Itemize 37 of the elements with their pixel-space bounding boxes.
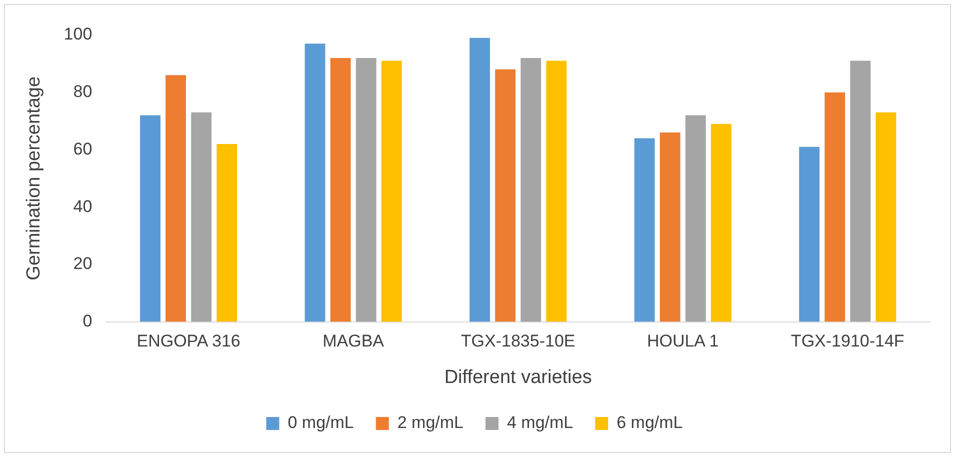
x-tick-label: TGX-1910-14F [790, 332, 904, 351]
bar [216, 144, 238, 322]
bar [634, 138, 655, 322]
legend-label: 6 mg/mL [616, 413, 683, 432]
x-tick-label: MAGBA [322, 332, 385, 351]
legend-label: 0 mg/mL [288, 413, 354, 432]
bar [191, 112, 212, 322]
bar [850, 60, 871, 322]
x-axis-title: Different varieties [444, 366, 592, 388]
bar [546, 60, 567, 322]
bar [381, 60, 402, 322]
bar [824, 92, 846, 322]
x-tick-label: TGX-1835-10E [460, 332, 576, 351]
legend-label: 2 mg/mL [397, 413, 464, 432]
y-tick-label: 20 [73, 254, 92, 274]
legend-label: 4 mg/mL [507, 413, 574, 432]
bar [710, 124, 732, 322]
bar [660, 132, 680, 322]
bar [330, 58, 351, 322]
bar [356, 58, 376, 322]
x-tick-label: ENGOPA 316 [136, 332, 240, 351]
y-tick-label: 100 [64, 24, 92, 44]
bar [304, 44, 326, 322]
x-tick-label: HOULA 1 [646, 332, 719, 351]
bar [140, 115, 160, 322]
bar [685, 115, 706, 322]
y-tick-label: 0 [82, 311, 92, 330]
bar [799, 146, 820, 322]
y-tick-label: 60 [73, 139, 92, 158]
y-tick-label: 40 [73, 196, 92, 216]
bar [876, 112, 896, 322]
bar [166, 75, 186, 322]
y-axis-title: Germination percentage [24, 76, 45, 280]
bar [495, 69, 516, 322]
bar [520, 58, 542, 322]
y-tick-label: 80 [73, 82, 92, 102]
bar [470, 38, 490, 322]
